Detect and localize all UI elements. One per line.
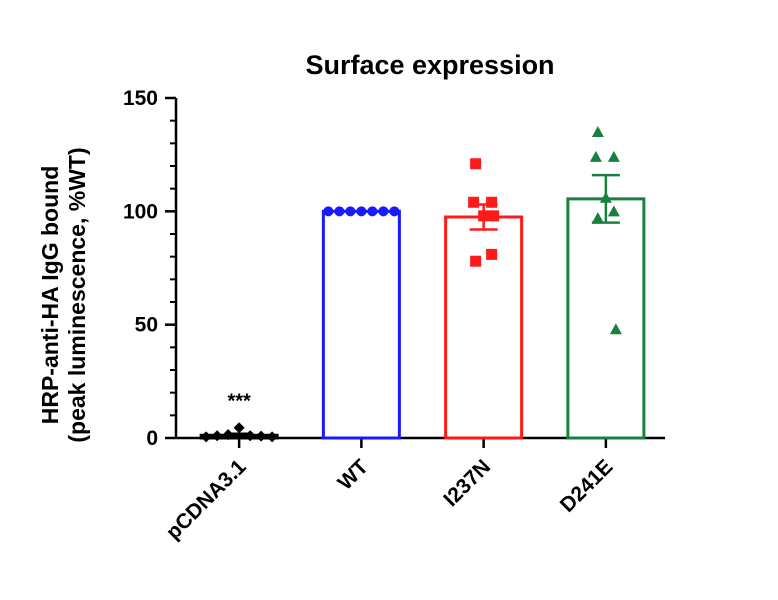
data-point <box>589 150 602 162</box>
points-group <box>200 126 622 443</box>
data-point <box>200 431 212 443</box>
chart-title: Surface expression <box>305 50 554 80</box>
y-tick-label: 0 <box>146 427 158 450</box>
x-axis: pCDNA3.1 WT I237N D241E <box>162 436 665 544</box>
bar <box>321 209 401 440</box>
data-point <box>356 206 367 217</box>
y-tick-label: 100 <box>123 200 158 223</box>
y-tick-label: 50 <box>135 314 158 337</box>
data-point <box>591 126 604 137</box>
data-point <box>367 206 378 217</box>
data-point <box>389 206 400 217</box>
data-point <box>468 196 480 208</box>
data-point <box>607 205 620 217</box>
data-point <box>266 431 278 443</box>
bar <box>444 215 524 440</box>
data-point <box>255 430 267 442</box>
data-point <box>470 255 482 267</box>
x-tick-label: pCDNA3.1 <box>162 455 251 544</box>
bar <box>566 197 646 440</box>
y-tick-label: 150 <box>123 87 158 110</box>
annotations-group: *** <box>227 390 251 412</box>
data-point <box>486 196 498 208</box>
x-tick-label: I237N <box>439 455 495 511</box>
data-point <box>486 248 498 260</box>
data-point <box>591 212 604 224</box>
data-point <box>607 150 620 162</box>
data-point <box>211 430 223 442</box>
data-point <box>470 158 482 170</box>
y-axis-label-line1: HRP-anti-HA IgG bound <box>37 166 63 425</box>
y-axis: 0 50 100 150 <box>123 87 178 450</box>
x-tick-label: WT <box>334 455 373 494</box>
bars-group <box>199 197 646 440</box>
data-point <box>233 422 245 434</box>
data-point <box>334 206 345 217</box>
data-point <box>488 210 500 222</box>
data-point <box>323 206 334 217</box>
y-axis-label-line2: (peak luminescence, %WT) <box>64 147 90 442</box>
significance-annotation: *** <box>227 390 251 412</box>
x-tick-label: D241E <box>556 455 618 517</box>
data-point <box>378 206 389 217</box>
error-bars-group <box>225 173 620 439</box>
data-point <box>345 206 356 217</box>
data-point <box>609 323 622 335</box>
